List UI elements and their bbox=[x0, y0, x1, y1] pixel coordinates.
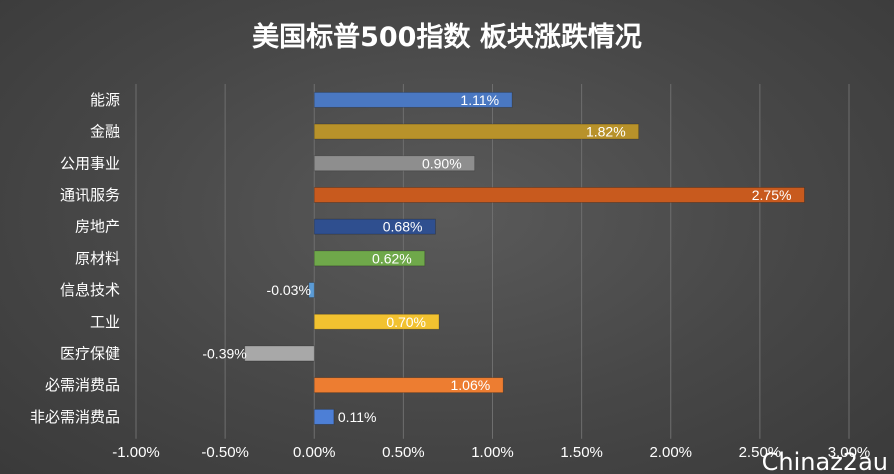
bar bbox=[313, 250, 426, 267]
chart-title: 美国标普500指数 板块涨跌情况 bbox=[252, 21, 642, 53]
category-label: 医疗保健 bbox=[60, 344, 120, 362]
x-tick-label: 2.00% bbox=[649, 444, 692, 461]
data-label: 1.11% bbox=[460, 92, 499, 108]
bars bbox=[244, 91, 805, 425]
data-label: 0.11% bbox=[338, 409, 377, 425]
category-label: 工业 bbox=[90, 313, 120, 331]
category-label: 非必需消费品 bbox=[30, 408, 120, 426]
data-label: 0.68% bbox=[383, 219, 423, 235]
data-label: 1.82% bbox=[586, 124, 626, 140]
tick-labels: -1.00% -0.50% 0.00% 0.50% 1.00% 1.50% 2.00% 2.5… bbox=[112, 444, 870, 461]
data-label: 2.75% bbox=[752, 187, 792, 203]
category-label: 原材料 bbox=[75, 249, 120, 267]
bar bbox=[313, 218, 436, 235]
data-labels: 1.11% 1.82% 0.90% 2.75% 0.68% 0.62% -0.03% 0.70… bbox=[202, 92, 791, 425]
x-tick-label: 2.50% bbox=[739, 444, 782, 461]
x-tick-label: 0.50% bbox=[382, 444, 425, 461]
x-tick-label: 0.00% bbox=[293, 444, 336, 461]
bar bbox=[313, 123, 640, 140]
bar bbox=[313, 187, 805, 203]
bar bbox=[313, 155, 476, 172]
category-label: 公用事业 bbox=[60, 154, 120, 172]
bar bbox=[313, 377, 504, 394]
bar bbox=[313, 91, 513, 108]
category-label: 信息技术 bbox=[60, 281, 120, 299]
category-label: 通讯服务 bbox=[60, 186, 120, 204]
data-label: -0.03% bbox=[267, 282, 311, 298]
x-tick-label: 3.00% bbox=[828, 444, 871, 461]
x-tick-label: -0.50% bbox=[201, 444, 249, 461]
data-label: 0.62% bbox=[372, 250, 412, 266]
watermark-text: Chinaz2au bbox=[762, 448, 888, 474]
bar bbox=[313, 408, 335, 425]
category-label: 金融 bbox=[90, 123, 120, 141]
x-tick-label: 1.50% bbox=[560, 444, 603, 461]
x-tick-label: -1.00% bbox=[112, 444, 160, 461]
data-label: 0.70% bbox=[386, 314, 426, 330]
grid-lines bbox=[135, 84, 850, 439]
data-label: 1.06% bbox=[450, 377, 490, 393]
category-label: 能源 bbox=[90, 91, 120, 109]
bar bbox=[244, 345, 315, 362]
bar bbox=[313, 313, 440, 330]
bar bbox=[308, 282, 315, 298]
data-label: -0.39% bbox=[202, 345, 246, 361]
data-label: 0.90% bbox=[422, 155, 462, 171]
category-label: 必需消费品 bbox=[45, 376, 120, 394]
category-label: 房地产 bbox=[75, 218, 120, 236]
x-tick-label: 1.00% bbox=[471, 444, 514, 461]
